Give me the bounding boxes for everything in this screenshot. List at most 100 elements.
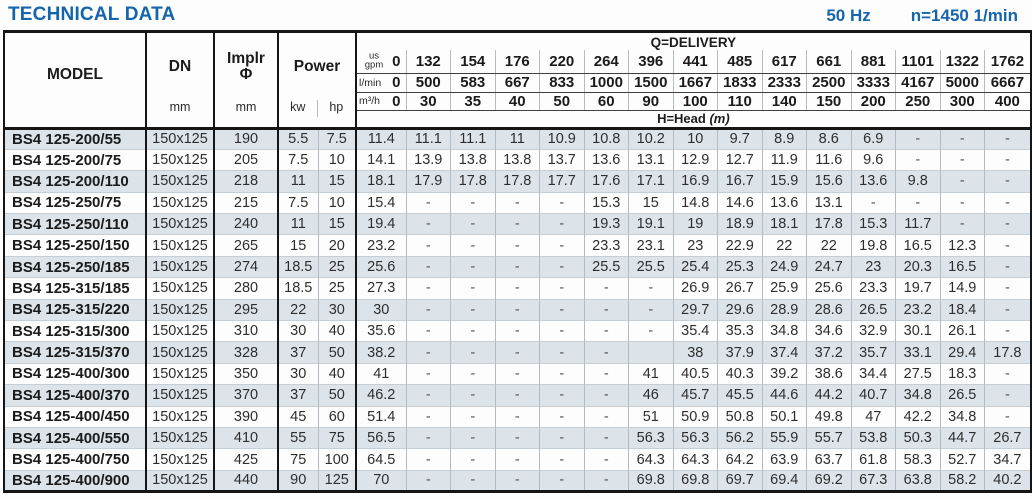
head-value-cell: 38.2 <box>355 341 407 364</box>
head-value-cell: - <box>984 320 1031 342</box>
hp-cell: 15 <box>317 213 357 235</box>
kw-cell: 37 <box>277 341 318 364</box>
head-value-cell: - <box>984 362 1031 385</box>
head-value-cell: 25.6 <box>355 255 407 278</box>
hp-cell: 30 <box>317 298 357 321</box>
head-value-cell: 32.9 <box>850 320 896 342</box>
kw-cell: 55 <box>277 426 318 449</box>
flow-header-cell: 3333 <box>850 73 896 93</box>
power-column-header: Power kw hp <box>276 31 357 130</box>
head-value-cell: - <box>583 469 629 492</box>
head-value-cell: 14.8 <box>672 191 718 214</box>
head-value-cell: 25.3 <box>717 255 763 278</box>
dn-cell: 150x125 <box>145 448 214 471</box>
head-value-cell: 40.5 <box>672 362 718 385</box>
head-value-cell: 26.1 <box>939 320 985 342</box>
head-value-cell: 11.1 <box>450 127 496 150</box>
head-value-cell: 24.9 <box>761 255 807 278</box>
head-value-cell: - <box>895 127 941 150</box>
head-value-cell: 15 <box>628 191 674 214</box>
head-value-cell: 69.8 <box>672 469 718 492</box>
flow-header-cell: 1762 <box>984 50 1031 74</box>
model-cell: BS4 125-400/370 <box>4 384 146 407</box>
head-value-cell: 13.8 <box>450 148 496 171</box>
head-value-cell: 15.3 <box>850 213 896 235</box>
head-value-cell: 12.3 <box>939 234 985 257</box>
head-value-cell: - <box>450 255 496 278</box>
head-value-cell: 18.1 <box>761 213 807 235</box>
head-value-cell: 50.9 <box>672 405 718 428</box>
model-cell: BS4 125-400/750 <box>4 448 146 471</box>
head-value-cell: 58.2 <box>939 469 985 492</box>
head-value-cell: 25.6 <box>806 277 852 300</box>
head-value-cell: - <box>405 277 451 300</box>
head-value-cell: - <box>494 362 540 385</box>
flow-header-cell: 200 <box>850 92 896 111</box>
delivery-label: Q=DELIVERY <box>355 31 1031 50</box>
head-value-cell: 55.9 <box>761 426 807 449</box>
lmin-header-row: l/min 0 500 583 667 833 1000 1500 1667 1833 2333… <box>4 73 1031 93</box>
flow-header-cell: 90 <box>628 92 674 111</box>
hp-cell: 75 <box>317 426 357 449</box>
hp-cell: 25 <box>317 255 357 278</box>
table-row: BS4 125-250/150 150x125 265 15 20 23.2- - - -23.… <box>4 234 1031 257</box>
hp-cell: 20 <box>317 234 357 257</box>
flow-header-cell: 60 <box>583 92 629 111</box>
head-value-cell: 17.9 <box>405 170 451 193</box>
flow-header-cell: 396 <box>628 50 674 74</box>
lmin-unit-label: l/min <box>359 76 382 89</box>
dn-cell: 150x125 <box>145 255 214 278</box>
lmin-unit-cell: l/min 0 <box>355 73 407 93</box>
head-value-cell: 14.1 <box>355 148 407 171</box>
head-value-cell: - <box>494 320 540 342</box>
head-value-cell: 13.9 <box>405 148 451 171</box>
head-value-cell: - <box>984 384 1031 407</box>
impeller-cell: 310 <box>213 320 278 342</box>
flow-header-cell: 140 <box>761 92 807 111</box>
head-value-cell: 69.7 <box>717 469 763 492</box>
dn-column-header: DN mm <box>145 31 214 130</box>
head-value-cell: 22 <box>806 234 852 257</box>
head-value-cell: 35.7 <box>850 341 896 364</box>
head-value-cell: 50.8 <box>717 405 763 428</box>
head-value-cell: 69.2 <box>806 469 852 492</box>
head-unit: (m) <box>709 110 730 126</box>
head-value-cell: - <box>539 341 585 364</box>
head-value-cell: 23.2 <box>355 234 407 257</box>
head-value-cell: 20.3 <box>895 255 941 278</box>
head-value-cell: 10.2 <box>628 127 674 150</box>
kw-cell: 18.5 <box>277 277 318 300</box>
model-cell: BS4 125-250/75 <box>4 191 146 214</box>
speed-label: n=1450 1/min <box>910 6 1018 25</box>
table-row: BS4 125-400/370 150x125 370 37 50 46.2- - - - -46… <box>4 384 1031 407</box>
head-value-cell: - <box>984 405 1031 428</box>
head-value-cell: - <box>405 448 451 471</box>
table-body: BS4 125-200/55 150x125 190 5.5 7.5 11.4 11.1 11… <box>4 127 1031 492</box>
head-value-cell: 45.7 <box>672 384 718 407</box>
m3h-header-row: m³/h 0 30 35 40 50 60 90 100 110 140 150 200 250 300… <box>4 92 1031 111</box>
head-label-cell: H=Head (m) <box>355 110 1031 130</box>
impeller-cell: 218 <box>213 170 278 193</box>
model-cell: BS4 125-315/185 <box>4 277 146 300</box>
head-value-cell: - <box>450 448 496 471</box>
head-value-cell: - <box>405 298 451 321</box>
model-cell: BS4 125-315/300 <box>4 320 146 342</box>
head-value-cell: - <box>450 213 496 235</box>
kw-cell: 45 <box>277 405 318 428</box>
head-value-cell: 35.6 <box>355 320 407 342</box>
head-value-cell: - <box>583 362 629 385</box>
head-value-cell: - <box>583 341 629 364</box>
dn-cell: 150x125 <box>145 127 214 150</box>
head-value-cell: 15.9 <box>761 170 807 193</box>
head-value-cell: 39.2 <box>761 362 807 385</box>
flow-header-cell: 132 <box>405 50 451 74</box>
head-value-cell: 19.1 <box>628 213 674 235</box>
head-value-cell: 13.6 <box>583 148 629 171</box>
head-value-cell: 46.2 <box>355 384 407 407</box>
model-cell: BS4 125-400/900 <box>4 469 146 492</box>
head-value-cell: 17.8 <box>450 170 496 193</box>
flow-header-cell: 1000 <box>583 73 629 93</box>
flow-header-cell: 100 <box>672 92 718 111</box>
head-value-cell: 37.9 <box>717 341 763 364</box>
head-value-cell: 63.7 <box>806 448 852 471</box>
